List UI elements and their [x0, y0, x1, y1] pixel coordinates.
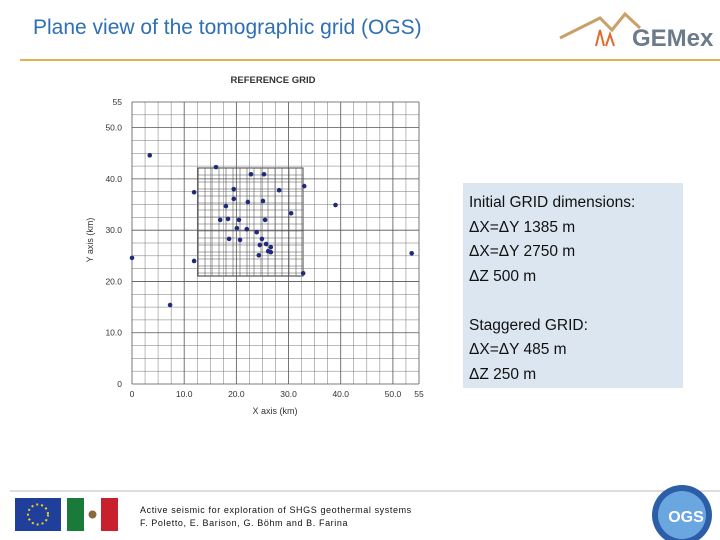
- point: [409, 250, 414, 256]
- point: [167, 302, 173, 308]
- y-tick-label: 30.0: [105, 225, 122, 235]
- info-line: ΔX=ΔY 2750 m: [469, 243, 576, 260]
- x-tick-label: 20.0: [228, 389, 245, 399]
- y-tick-label: 55: [113, 97, 123, 107]
- staggered-grid: [197, 167, 304, 277]
- point: [245, 199, 251, 205]
- point: [288, 210, 294, 216]
- point: [256, 253, 262, 258]
- info-box: Initial GRID dimensions: ΔX=ΔY 1385 m ΔX…: [463, 183, 683, 388]
- x-tick-label: 0: [130, 389, 135, 399]
- x-tick-label: 55: [414, 389, 424, 399]
- point: [223, 203, 229, 209]
- point: [276, 187, 282, 193]
- ogs-text: OGS: [668, 509, 704, 526]
- y-tick-label: 50.0: [105, 123, 122, 133]
- y-tick-label: 0: [117, 379, 122, 389]
- eu-flag: [15, 498, 61, 531]
- point: [301, 183, 307, 189]
- point: [213, 164, 219, 170]
- ogs-logo: OGS: [652, 485, 712, 540]
- x-tick-label: 30.0: [280, 389, 297, 399]
- point: [333, 202, 338, 208]
- point: [234, 225, 240, 231]
- point: [263, 241, 269, 247]
- point: [147, 153, 153, 158]
- y-tick-label: 40.0: [105, 174, 122, 184]
- logo-text: GEMex: [632, 25, 714, 52]
- x-tick-label: 10.0: [176, 389, 193, 399]
- point: [259, 236, 265, 242]
- point: [231, 186, 237, 192]
- point: [191, 258, 197, 264]
- point: [237, 237, 243, 243]
- footer-text: F. Poletto, E. Barison, G. Böhm and B. F…: [140, 518, 349, 528]
- slide-title: Plane view of the tomographic grid (OGS): [33, 16, 422, 39]
- y-tick-label: 20.0: [105, 276, 122, 286]
- info-line: ΔX=ΔY 1385 m: [469, 218, 576, 236]
- point: [129, 255, 135, 261]
- chart-title: REFERENCE GRID: [231, 75, 316, 86]
- y-tick-label: 10.0: [105, 328, 122, 338]
- info-line: ΔX=ΔY 485 m: [469, 341, 567, 358]
- point: [268, 249, 274, 255]
- spacer: [469, 289, 677, 314]
- point: [225, 216, 231, 222]
- point: [262, 217, 268, 223]
- x-axis-label: X axis (km): [253, 406, 298, 416]
- point: [254, 229, 260, 235]
- point: [226, 236, 232, 242]
- point: [191, 189, 197, 195]
- footer-text: Active seismic for exploration of SHGS g…: [140, 505, 412, 515]
- info-line: ΔZ 250 m: [469, 365, 537, 383]
- point: [248, 171, 254, 177]
- info-line: ΔZ 500 m: [469, 267, 537, 285]
- x-tick-label: 50.0: [385, 389, 402, 399]
- info-line: Initial GRID dimensions:: [469, 194, 636, 211]
- point: [217, 217, 223, 223]
- point: [268, 244, 274, 250]
- mexico-flag: [67, 498, 118, 531]
- point: [300, 270, 306, 276]
- x-tick-label: 40.0: [332, 389, 349, 399]
- gemex-logo: GEMex: [559, 11, 714, 52]
- point: [244, 226, 250, 232]
- point: [260, 198, 266, 204]
- point: [231, 196, 237, 202]
- minor-grid: [132, 102, 419, 384]
- point: [261, 171, 267, 177]
- info-line: Staggered GRID:: [469, 316, 588, 334]
- point: [236, 217, 242, 223]
- y-axis-label: Y axis (km): [85, 218, 95, 263]
- point: [257, 242, 263, 248]
